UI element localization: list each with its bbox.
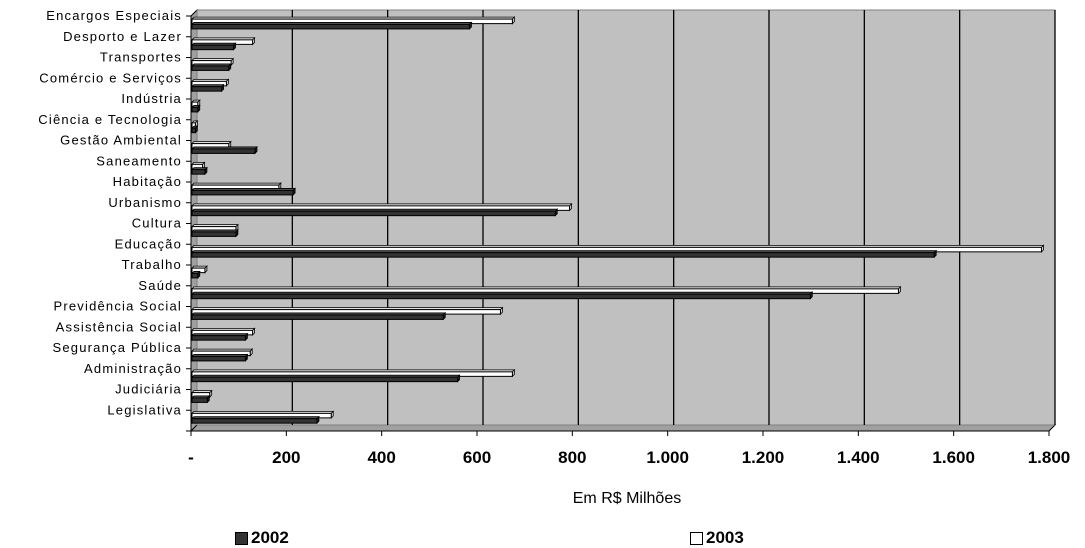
- bar-2003-16: [191, 348, 254, 357]
- bar-2002-10: [191, 228, 239, 238]
- bar-2002-7: [191, 166, 208, 176]
- x-tick-label: 600: [463, 448, 491, 467]
- floor: [189, 424, 1057, 432]
- x-tick-label: 800: [558, 448, 586, 467]
- bar-2002-14: [191, 311, 447, 321]
- bar-2002-11: [191, 249, 938, 259]
- bar-2002-3: [191, 83, 225, 93]
- x-tick-label: 400: [367, 448, 395, 467]
- bar-2002-19: [191, 415, 320, 425]
- x-tick-label: 1.400: [837, 448, 880, 467]
- legend-swatch-2003: [690, 531, 703, 545]
- x-axis-title: Em R$ Milhões: [573, 490, 681, 507]
- x-tick-label: -: [188, 448, 194, 467]
- x-tick-labels: - 200 400 600 800 1.000 1.200 1.400 1.600 1.800: [188, 448, 1070, 467]
- category-label: Gestão Ambiental: [60, 133, 182, 148]
- x-tick-label: 1.600: [932, 448, 975, 467]
- bar-2002-1: [191, 42, 237, 51]
- category-label: Segurança Pública: [52, 340, 182, 355]
- category-label: Assistência Social: [56, 319, 182, 334]
- bar-2002-9: [191, 208, 559, 217]
- category-label: Urbanismo: [108, 195, 182, 210]
- bars: [191, 16, 1045, 425]
- bar-2003-15: [191, 327, 256, 336]
- bar-2003-3: [191, 78, 230, 87]
- legend-swatch-2002: [235, 531, 248, 545]
- bar-2003-10: [191, 223, 239, 233]
- category-label: Saneamento: [96, 153, 182, 168]
- legend-label-2003: 2003: [706, 528, 744, 547]
- plot-area: [186, 8, 1057, 436]
- bar-2002-18: [191, 394, 211, 404]
- category-label: Transportes: [100, 50, 182, 65]
- category-label: Legislativa: [107, 402, 182, 417]
- bar-2003-2: [191, 57, 235, 67]
- bar-2002-12: [191, 270, 201, 279]
- category-label: Previdência Social: [53, 299, 182, 314]
- category-label: Educação: [115, 236, 182, 251]
- category-label: Encargos Especiais: [46, 8, 182, 23]
- category-label: Administração: [84, 361, 182, 376]
- x-tick-label: 1.800: [1028, 448, 1071, 467]
- bar-2002-8: [191, 187, 297, 196]
- category-label: Saúde: [138, 278, 182, 293]
- category-label: Trabalho: [122, 257, 182, 272]
- legend-label-2002: 2002: [251, 528, 289, 547]
- legend-item-2002: 2002: [235, 528, 289, 548]
- bar-2002-6: [191, 145, 258, 155]
- bar-2002-2: [191, 62, 232, 72]
- bar-2002-4: [191, 104, 201, 113]
- category-label: Comércio e Serviços: [39, 70, 182, 85]
- bar-2002-5: [191, 125, 199, 134]
- bar-2003-11: [191, 244, 1045, 253]
- bar-2002-16: [191, 353, 249, 362]
- bar-2002-15: [191, 332, 249, 342]
- category-label: Ciência e Tecnologia: [38, 112, 182, 127]
- category-label: Judiciária: [115, 382, 182, 397]
- category-label: Habitação: [113, 174, 182, 189]
- category-label: Indústria: [121, 91, 182, 106]
- bar-2002-13: [191, 291, 814, 300]
- x-tick-label: 200: [272, 448, 300, 467]
- bar-2003-17: [191, 368, 516, 378]
- category-label: Desporto e Lazer: [63, 29, 182, 44]
- x-tick-label: 1.200: [742, 448, 785, 467]
- bar-2002-17: [191, 374, 461, 383]
- bar-2002-0: [191, 21, 473, 30]
- side-wall: [190, 8, 198, 433]
- bar-2003-12: [191, 265, 208, 274]
- category-label: Cultura: [132, 216, 182, 231]
- category-labels: Encargos Especiais Desporto e Lazer Transp…: [38, 8, 182, 417]
- x-tick-label: 1.000: [646, 448, 689, 467]
- legend-item-2003: 2003: [690, 528, 744, 548]
- plot-background: [196, 9, 1056, 426]
